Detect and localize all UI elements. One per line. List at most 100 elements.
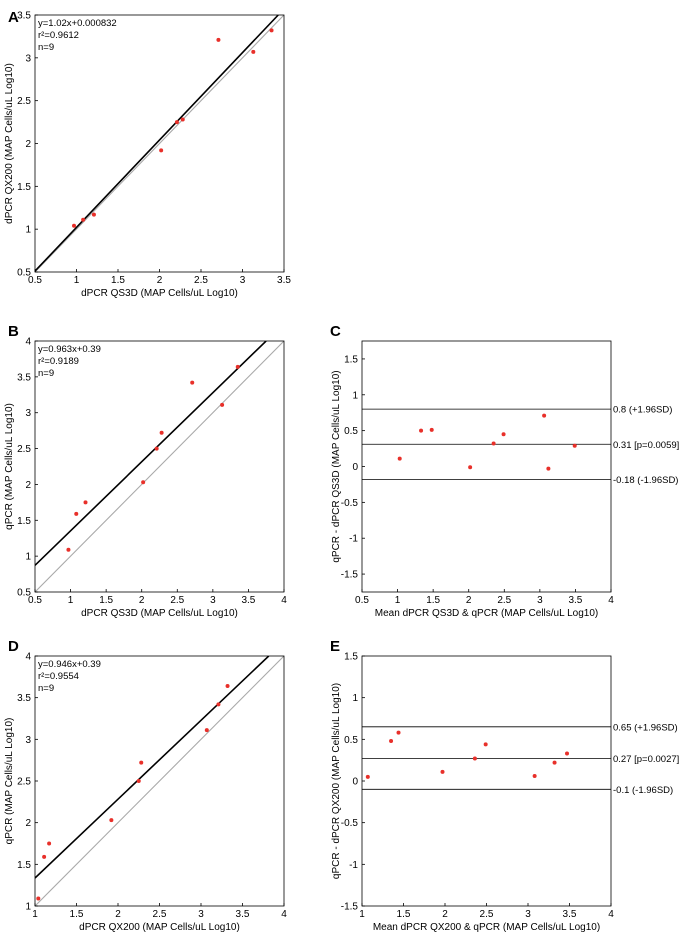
regression-stat: r²=0.9189 bbox=[38, 356, 79, 367]
y-tick-label: -1 bbox=[349, 860, 358, 871]
data-point bbox=[174, 120, 179, 125]
data-point bbox=[141, 480, 146, 485]
data-point bbox=[216, 702, 221, 707]
reference-line-label: 0.8 (+1.96SD) bbox=[613, 405, 672, 416]
plot-frame bbox=[34, 340, 285, 593]
reference-line-label: 0.31 [p=0.0059] bbox=[613, 440, 679, 451]
data-point bbox=[532, 774, 537, 778]
data-point bbox=[109, 818, 114, 823]
x-axis-label: Mean dPCR QS3D & qPCR (MAP Cells/uL Log1… bbox=[375, 608, 598, 619]
x-tick-label: 4 bbox=[608, 909, 614, 920]
x-axis-label: dPCR QS3D (MAP Cells/uL Log10) bbox=[81, 608, 238, 619]
y-tick-label: 0 bbox=[352, 462, 358, 473]
reference-line-label: -0.1 (-1.96SD) bbox=[613, 785, 673, 796]
data-point bbox=[396, 730, 401, 735]
x-tick-label: 2.5 bbox=[480, 909, 494, 920]
y-tick-label: 0.5 bbox=[344, 426, 358, 437]
data-point bbox=[36, 896, 41, 901]
data-point bbox=[365, 774, 370, 779]
plot-frame bbox=[361, 340, 612, 593]
x-tick-label: 1 bbox=[359, 909, 365, 920]
data-point bbox=[204, 728, 209, 733]
data-point bbox=[136, 779, 141, 783]
x-tick-label: 1.5 bbox=[70, 909, 84, 920]
y-tick-label: 0.5 bbox=[344, 735, 358, 746]
y-tick-label: 3.5 bbox=[17, 693, 31, 704]
y-tick-label: 1.5 bbox=[344, 652, 358, 663]
y-tick-label: 3 bbox=[25, 53, 31, 64]
data-point bbox=[235, 364, 240, 369]
reference-line-label: -0.18 (-1.96SD) bbox=[613, 475, 678, 486]
identity-line bbox=[35, 656, 284, 906]
data-point bbox=[429, 427, 434, 432]
regression-stat: r²=0.9554 bbox=[38, 671, 79, 682]
data-point bbox=[154, 446, 159, 451]
data-point bbox=[74, 511, 79, 516]
data-point bbox=[397, 456, 402, 461]
panel-d: D 1 1.5 2 2.5 3 3.5 4 1 1.5 2 2.5 3 3.5 4 dPCR QX200 (M… bbox=[4, 638, 287, 933]
data-point bbox=[572, 443, 577, 448]
data-point bbox=[220, 402, 225, 407]
x-tick-label: 2 bbox=[442, 909, 448, 920]
data-point bbox=[91, 212, 96, 217]
y-tick-label: 1.5 bbox=[17, 516, 31, 527]
x-tick-label: 2.5 bbox=[170, 595, 184, 606]
y-tick-label: 1 bbox=[352, 693, 358, 704]
x-tick-label: 3 bbox=[210, 595, 216, 606]
x-tick-label: 3.5 bbox=[236, 909, 250, 920]
data-point bbox=[565, 751, 570, 756]
panel-label: B bbox=[8, 323, 19, 340]
y-axis-label: dPCR QX200 (MAP Cells/uL Log10) bbox=[4, 63, 15, 224]
y-tick-label: -0.5 bbox=[341, 818, 359, 829]
y-tick-label: 2.5 bbox=[17, 96, 31, 107]
identity-line bbox=[35, 341, 284, 592]
y-tick-label: 4 bbox=[25, 652, 31, 663]
data-point bbox=[419, 428, 424, 433]
x-tick-label: 1.5 bbox=[397, 909, 411, 920]
x-tick-label: 4 bbox=[608, 595, 614, 606]
y-tick-label: 2.5 bbox=[17, 444, 31, 455]
y-tick-label: 0.5 bbox=[17, 268, 31, 279]
x-tick-label: 1.5 bbox=[99, 595, 113, 606]
x-tick-label: 1 bbox=[68, 595, 74, 606]
data-point bbox=[491, 441, 496, 446]
data-point bbox=[42, 854, 47, 859]
y-tick-label: 1.5 bbox=[17, 860, 31, 871]
panel-label: E bbox=[330, 638, 340, 655]
data-point bbox=[216, 37, 221, 42]
panel-c: C 0.8 (+1.96SD) 0.31 [p=0.0059] -0.18 (-1.9… bbox=[330, 323, 679, 619]
y-tick-label: 2 bbox=[25, 818, 31, 829]
x-tick-label: 2 bbox=[466, 595, 472, 606]
panel-label: C bbox=[330, 323, 341, 340]
x-tick-label: 3.5 bbox=[563, 909, 577, 920]
x-axis-label: dPCR QS3D (MAP Cells/uL Log10) bbox=[81, 288, 238, 299]
x-tick-label: 3.5 bbox=[241, 595, 255, 606]
data-point bbox=[269, 28, 274, 33]
y-axis-label: qPCR - dPCR QS3D (MAP Cells/uL Log10) bbox=[331, 370, 342, 562]
y-tick-label: 2 bbox=[25, 139, 31, 150]
y-tick-label: 3.5 bbox=[17, 11, 31, 22]
data-point bbox=[66, 547, 71, 552]
data-point bbox=[251, 49, 256, 54]
y-axis-label: qPCR (MAP Cells/uL Log10) bbox=[4, 718, 15, 845]
y-tick-label: 1 bbox=[25, 902, 31, 913]
data-point bbox=[440, 769, 445, 774]
x-tick-label: 1 bbox=[74, 275, 80, 286]
y-tick-label: -0.5 bbox=[341, 498, 359, 509]
x-tick-label: 0.5 bbox=[28, 275, 42, 286]
x-axis-label: Mean dPCR QX200 & qPCR (MAP Cells/uL Log… bbox=[373, 922, 600, 933]
data-point bbox=[483, 742, 488, 747]
data-point bbox=[190, 380, 195, 385]
y-tick-label: 4 bbox=[25, 337, 31, 348]
y-tick-label: 1 bbox=[25, 225, 31, 236]
x-tick-label: 0.5 bbox=[355, 595, 369, 606]
x-tick-label: 0.5 bbox=[28, 595, 42, 606]
y-tick-label: 0.5 bbox=[17, 588, 31, 599]
reference-line-label: 0.27 [p=0.0027] bbox=[613, 754, 679, 765]
y-tick-label: 3 bbox=[25, 735, 31, 746]
x-tick-label: 1.5 bbox=[426, 595, 440, 606]
regression-stat: n=9 bbox=[38, 683, 54, 694]
regression-stat: y=0.946x+0.39 bbox=[38, 659, 101, 670]
x-tick-label: 3 bbox=[525, 909, 531, 920]
